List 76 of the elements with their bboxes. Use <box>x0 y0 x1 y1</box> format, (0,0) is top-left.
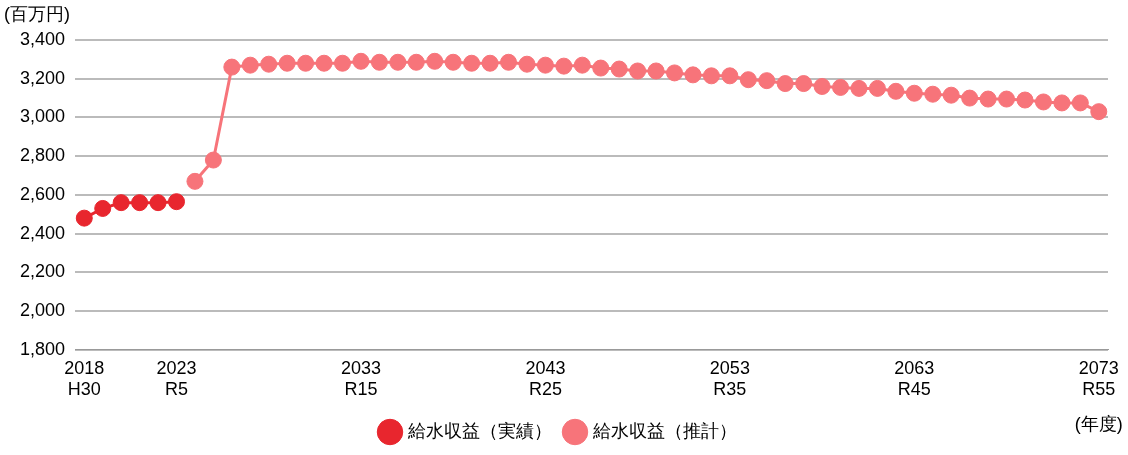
y-tick-label: 2,000 <box>20 300 66 321</box>
point <box>278 54 296 72</box>
y-tick-label: 3,200 <box>20 67 66 88</box>
point <box>1090 103 1108 121</box>
point <box>444 53 462 71</box>
legend-label: 給水収益（実績） <box>407 420 552 441</box>
point <box>1016 91 1034 109</box>
legend-label: 給水収益（推計） <box>592 420 737 441</box>
point <box>961 89 979 107</box>
point <box>795 75 813 93</box>
point <box>94 199 112 217</box>
point <box>832 78 850 96</box>
point <box>352 52 370 70</box>
point <box>684 66 702 84</box>
point <box>647 62 665 80</box>
point <box>168 193 185 211</box>
point <box>426 52 444 70</box>
point <box>149 194 167 212</box>
point <box>407 53 425 71</box>
point <box>500 53 518 71</box>
x-tick-label: 2033 R15 <box>340 357 381 400</box>
point <box>536 56 554 74</box>
point <box>297 54 315 72</box>
point <box>850 79 868 97</box>
point <box>260 55 278 73</box>
point <box>223 58 241 76</box>
point <box>241 56 259 74</box>
point <box>702 67 720 85</box>
point <box>721 67 739 85</box>
point <box>868 79 886 97</box>
point <box>905 84 923 102</box>
point <box>739 71 757 89</box>
x-tick-label: 2023 R5 <box>156 357 197 400</box>
y-tick-label: 2,200 <box>20 261 66 282</box>
point <box>629 62 647 80</box>
point <box>131 194 149 212</box>
point <box>1034 93 1052 111</box>
point <box>1053 94 1071 112</box>
y-tick-label: 3,400 <box>20 28 66 49</box>
point <box>592 59 610 77</box>
point <box>112 194 130 212</box>
point <box>942 86 960 104</box>
point <box>813 77 831 95</box>
x-axis-title: (年度) <box>1074 413 1123 434</box>
point <box>573 56 591 74</box>
point <box>887 82 905 100</box>
point <box>924 85 942 103</box>
point <box>610 60 628 78</box>
y-tick-label: 2,600 <box>20 183 66 204</box>
point <box>370 53 388 71</box>
y-tick-label: 3,000 <box>20 106 66 127</box>
point <box>463 54 481 72</box>
x-tick-label: 2073 R55 <box>1078 357 1119 400</box>
point <box>75 209 93 227</box>
point <box>776 75 794 93</box>
point <box>555 57 573 75</box>
x-tick-label: 2043 R25 <box>525 357 566 400</box>
point <box>758 72 776 90</box>
x-tick-label: 2063 R45 <box>894 357 935 400</box>
point <box>204 151 222 169</box>
y-axis-title: (百万円) <box>4 3 70 24</box>
point <box>481 54 499 72</box>
y-tick-label: 2,400 <box>20 222 66 243</box>
point <box>186 172 204 190</box>
y-tick-label: 2,800 <box>20 145 66 166</box>
point <box>518 55 536 73</box>
point <box>389 53 407 71</box>
point <box>979 90 997 108</box>
y-tick-label: 1,800 <box>20 338 66 359</box>
point <box>1071 94 1089 112</box>
point <box>334 54 352 72</box>
point <box>315 54 333 72</box>
x-tick-label: 2053 R35 <box>709 357 750 400</box>
x-tick-label: 2018 H30 <box>64 357 105 400</box>
point <box>666 64 684 82</box>
point <box>998 90 1016 108</box>
